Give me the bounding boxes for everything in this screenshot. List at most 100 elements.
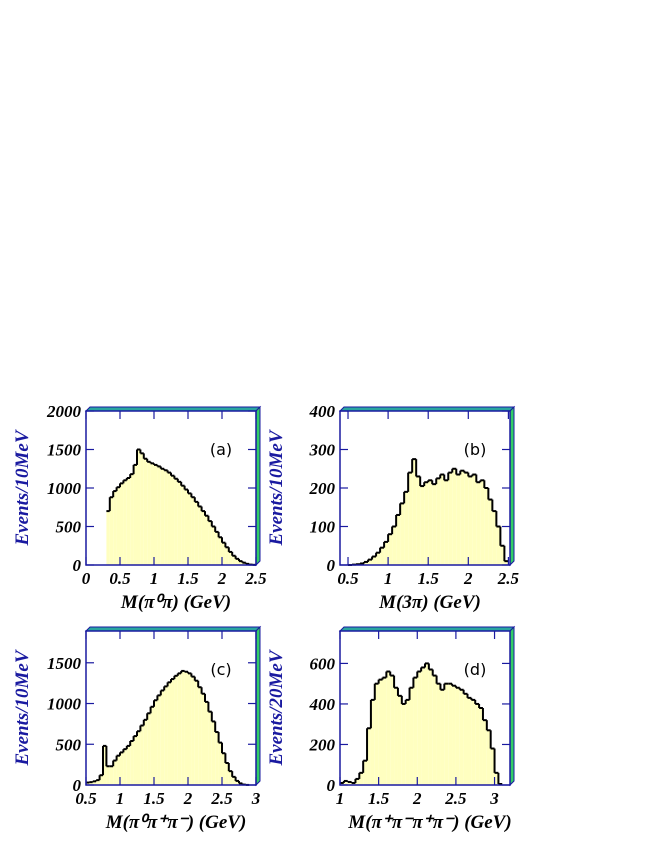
bar <box>126 745 131 785</box>
y-tick-label: 0 <box>327 776 336 795</box>
bar <box>364 561 369 565</box>
bar <box>363 760 368 785</box>
bar <box>177 673 182 785</box>
bar <box>400 503 405 565</box>
bar <box>96 780 100 785</box>
x-tick-label: 2 <box>412 789 422 808</box>
bar <box>496 526 501 565</box>
bar <box>211 721 216 785</box>
bar <box>181 670 185 785</box>
x-tick-label: 0.5 <box>75 789 97 808</box>
bar <box>340 782 344 785</box>
bar <box>120 752 124 785</box>
bar <box>413 677 418 785</box>
bar <box>372 556 377 565</box>
y-tick-label: 0 <box>73 556 82 575</box>
bar <box>452 685 456 785</box>
annotation: (a) <box>210 440 232 459</box>
bar <box>444 480 449 565</box>
x-tick-label: 1 <box>336 789 345 808</box>
annotation: (b) <box>464 440 487 459</box>
bar <box>188 493 192 565</box>
bar <box>448 683 453 785</box>
bar <box>222 542 226 565</box>
bar <box>359 772 364 785</box>
bar <box>215 732 219 785</box>
bar <box>184 671 188 785</box>
bar <box>99 775 103 785</box>
bar <box>368 559 373 565</box>
bar <box>147 713 151 785</box>
bar <box>222 753 226 785</box>
bar <box>218 742 222 785</box>
bar <box>394 687 398 785</box>
bar <box>174 675 178 785</box>
bar <box>412 459 417 565</box>
bar <box>171 475 175 565</box>
y-tick-label: 100 <box>310 518 336 537</box>
bar <box>488 499 493 565</box>
bar <box>113 760 117 785</box>
x-tick-label: 2.5 <box>444 789 467 808</box>
x-tick-label: 2 <box>183 789 193 808</box>
bar <box>471 699 476 785</box>
bar <box>405 699 410 785</box>
bar <box>455 687 460 785</box>
bar <box>143 458 148 565</box>
bar <box>409 687 414 785</box>
bar <box>109 497 114 565</box>
bar <box>386 671 391 785</box>
x-tick-label: 1 <box>384 569 393 588</box>
bar <box>143 719 148 785</box>
bar <box>235 558 239 565</box>
bar <box>351 782 356 785</box>
x-tick-label: 1.5 <box>368 789 390 808</box>
bar <box>424 482 429 565</box>
bar <box>188 673 192 785</box>
bar <box>232 776 236 785</box>
annotation: (c) <box>210 660 231 679</box>
bar <box>194 501 199 565</box>
y-tick-label: 1500 <box>47 441 82 460</box>
bar <box>436 683 441 785</box>
bar <box>480 480 485 565</box>
bar <box>157 695 161 785</box>
bar <box>123 749 127 785</box>
x-tick-label: 0.5 <box>337 569 359 588</box>
bar <box>468 476 473 565</box>
bar <box>120 483 124 565</box>
bar <box>133 464 137 565</box>
bar <box>459 689 464 785</box>
bar <box>242 562 246 565</box>
bar <box>123 480 127 565</box>
x-tick-label: 2.5 <box>210 789 233 808</box>
y-tick-label: 500 <box>56 518 82 537</box>
bar <box>150 463 154 565</box>
bar <box>397 695 402 785</box>
bar <box>460 470 465 565</box>
x-tick-label: 0.5 <box>109 569 131 588</box>
annotation: (d) <box>464 660 487 679</box>
bar <box>388 534 393 565</box>
bar <box>160 468 165 565</box>
x-axis-label: M(π⁰π) (GeV) <box>120 592 231 613</box>
bar <box>191 676 195 785</box>
bar <box>218 537 222 565</box>
y-tick-label: 600 <box>310 654 336 673</box>
bar <box>92 781 97 785</box>
bar <box>417 671 422 785</box>
y-tick-label: 2000 <box>46 402 82 421</box>
bar <box>370 699 375 785</box>
y-tick-label: 400 <box>309 402 336 421</box>
bar <box>171 679 175 785</box>
bar <box>343 780 348 785</box>
bar <box>208 711 212 785</box>
y-tick-label: 400 <box>309 695 336 714</box>
bar <box>384 541 389 565</box>
y-tick-label: 0 <box>73 776 82 795</box>
bar <box>436 478 441 565</box>
x-tick-label: 2 <box>217 569 227 588</box>
bar <box>440 689 445 785</box>
bar <box>225 547 229 565</box>
